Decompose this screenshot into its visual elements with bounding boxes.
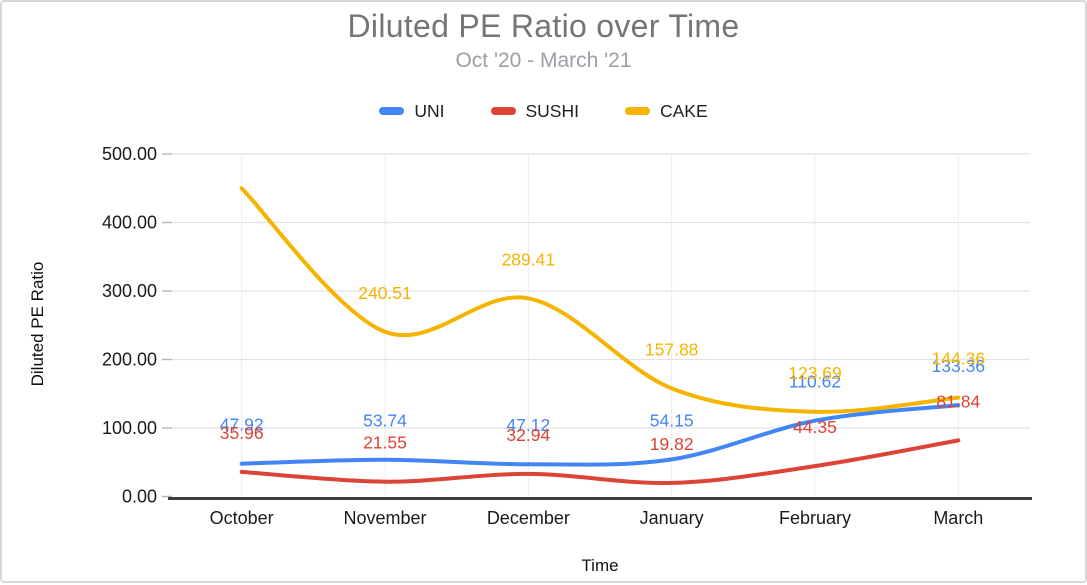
data-label-uni: 53.74 [363, 411, 407, 431]
legend-swatch-icon [624, 107, 650, 115]
series-line-uni [239, 403, 961, 467]
x-tick-label: March [933, 508, 983, 528]
data-label-uni: 133.36 [932, 356, 986, 376]
legend-item-uni[interactable]: UNI [379, 100, 445, 122]
legend-item-sushi[interactable]: SUSHI [490, 100, 579, 122]
legend-label: CAKE [659, 100, 708, 121]
x-tick-label: November [343, 508, 426, 528]
y-tick-label: 100.00 [102, 418, 157, 438]
x-axis-title: Time [581, 556, 619, 575]
data-label-uni: 47.12 [506, 415, 550, 435]
x-tick-label: October [210, 508, 274, 528]
x-tick-label: February [779, 508, 851, 528]
data-label-cake: 240.51 [358, 283, 412, 303]
series-line-cake [239, 186, 961, 414]
chart-legend: UNI SUSHI CAKE [2, 98, 1085, 124]
x-tick-label: December [487, 508, 570, 528]
y-tick-label: 300.00 [102, 281, 157, 301]
data-label-cake: 157.88 [645, 339, 699, 359]
y-tick-label: 0.00 [122, 487, 157, 507]
data-label-sushi: 44.35 [793, 417, 837, 437]
data-label-sushi: 81.84 [936, 391, 980, 411]
x-tick-label: January [640, 508, 704, 528]
chart-subtitle: Oct '20 - March '21 [455, 49, 632, 72]
data-label-uni: 47.92 [220, 415, 264, 435]
data-label-sushi: 19.82 [650, 434, 694, 454]
y-tick-label: 400.00 [102, 213, 157, 233]
data-label-sushi: 35.96 [220, 423, 264, 443]
data-label-cake: 123.69 [788, 363, 842, 383]
y-tick-label: 200.00 [102, 350, 157, 370]
data-label-uni: 54.15 [650, 410, 694, 430]
legend-swatch-icon [490, 107, 516, 115]
data-label-cake: 289.41 [502, 249, 556, 269]
legend-item-cake[interactable]: CAKE [624, 100, 708, 122]
data-label-sushi: 32.94 [506, 425, 550, 445]
y-tick-label: 500.00 [102, 144, 157, 164]
data-label-sushi: 21.55 [363, 433, 407, 453]
legend-label: UNI [414, 100, 445, 121]
data-label-cake: 144.36 [932, 349, 986, 369]
chart-title: Diluted PE Ratio over Time [347, 8, 740, 44]
legend-swatch-icon [379, 107, 405, 115]
series-line-sushi [239, 438, 961, 486]
legend-label: SUSHI [525, 100, 579, 121]
data-label-uni: 110.62 [789, 372, 841, 392]
